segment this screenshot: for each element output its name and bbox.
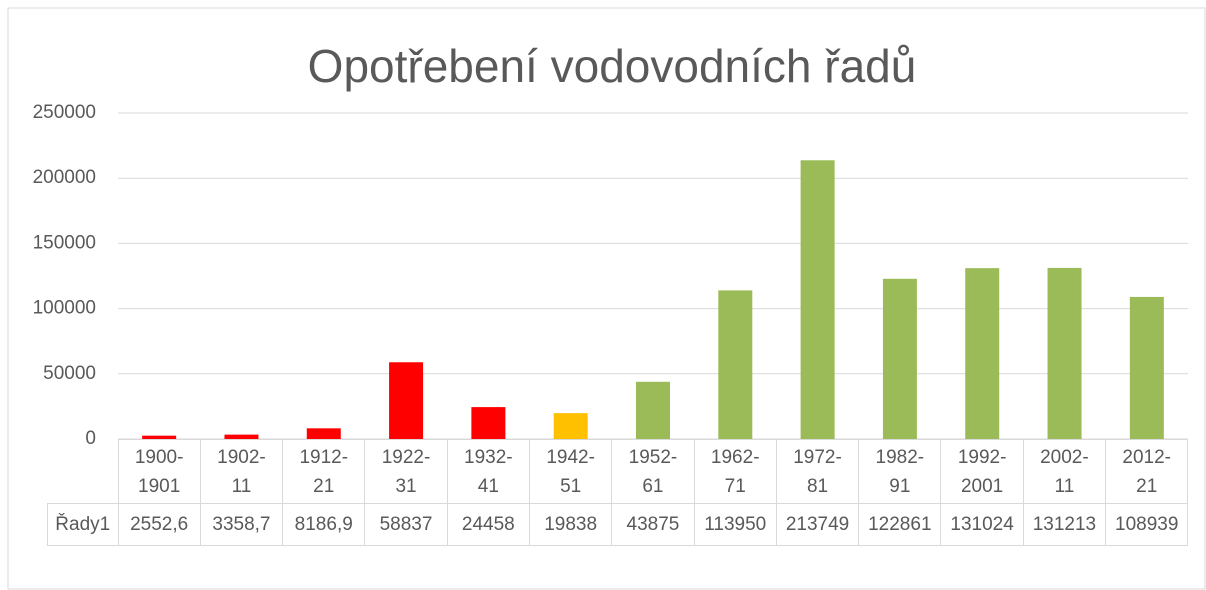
- x-tick-label: 1922-31: [381, 446, 431, 497]
- category-row: 1900-1901 1902-11 1912-21 1922-31 1932-41 194…: [48, 439, 1189, 504]
- chart-title: Opotřebení vodovodních řadů: [308, 40, 917, 92]
- category-cell: 1912-21: [282, 439, 366, 504]
- series-name: Řady1: [47, 503, 119, 546]
- value-label: 43875: [611, 503, 695, 546]
- category-cell: 1992-2001: [940, 439, 1024, 504]
- y-tick-label: 250000: [33, 102, 96, 123]
- chart-border: [7, 7, 1206, 590]
- bar: [636, 381, 670, 439]
- value-label: 113950: [693, 503, 777, 546]
- x-tick-label: 1982-91: [875, 446, 925, 497]
- data-table: 1900-1901 1902-11 1912-21 1922-31 1932-41 194…: [47, 439, 1189, 546]
- x-tick-label: 1900-1901: [134, 446, 184, 497]
- y-tick-label: 150000: [33, 232, 96, 253]
- bar: [800, 160, 835, 439]
- empty-cell: [48, 440, 119, 504]
- bar: [1129, 296, 1164, 439]
- x-tick-label: 1912-21: [299, 446, 349, 497]
- value-label: 108939: [1105, 503, 1189, 546]
- category-cell: 1900-1901: [117, 439, 201, 504]
- y-tick-label: 0: [85, 428, 96, 449]
- value-label: 131213: [1022, 503, 1107, 546]
- bar: [553, 413, 588, 439]
- value-label: 3358,7: [199, 503, 284, 546]
- bar: [224, 434, 259, 439]
- bar: [142, 435, 177, 439]
- category-cell: 1972-81: [775, 439, 860, 504]
- value-label: 8186,9: [282, 503, 366, 546]
- y-tick-label: 50000: [43, 363, 96, 384]
- bar: [718, 290, 753, 439]
- value-label: 213749: [775, 503, 860, 546]
- x-tick-label: 1902-11: [217, 446, 266, 497]
- value-label: 24458: [446, 503, 530, 546]
- category-cell: 1942-51: [528, 439, 613, 504]
- x-tick-label: 1972-81: [793, 446, 842, 497]
- category-cell: 1902-11: [199, 439, 284, 504]
- x-tick-label: 1952-61: [628, 446, 678, 497]
- bar: [1047, 267, 1082, 439]
- y-tick-label: 200000: [33, 167, 96, 188]
- x-tick-label: 2012-21: [1122, 446, 1172, 497]
- x-tick-label: 2002-11: [1040, 446, 1089, 497]
- category-cell: 1962-71: [693, 439, 777, 504]
- category-cell: 1922-31: [364, 439, 448, 504]
- value-label: 2552,6: [117, 503, 201, 546]
- bar: [389, 362, 424, 439]
- x-tick-label: 1962-71: [710, 446, 760, 497]
- y-tick-label: 100000: [33, 298, 96, 319]
- bar: [882, 278, 917, 439]
- bar: [306, 428, 341, 439]
- category-cell: 1932-41: [446, 439, 530, 504]
- value-label: 122861: [858, 503, 942, 546]
- x-tick-label: 1992-2001: [957, 446, 1007, 497]
- bar: [965, 268, 1000, 439]
- value-label: 58837: [364, 503, 448, 546]
- x-tick-label: 1932-41: [464, 446, 513, 497]
- value-row: Řady1 2552,6 3358,7 8186,9 58837 24458 19838 43…: [47, 503, 1189, 546]
- category-cell: 2012-21: [1105, 439, 1189, 504]
- value-label: 19838: [528, 503, 613, 546]
- category-cell: 1952-61: [611, 439, 695, 504]
- value-label: 131024: [940, 503, 1024, 546]
- bar: [471, 407, 506, 439]
- category-cell: 2002-11: [1022, 439, 1107, 504]
- category-cell: 1982-91: [858, 439, 942, 504]
- x-tick-label: 1942-51: [546, 446, 595, 497]
